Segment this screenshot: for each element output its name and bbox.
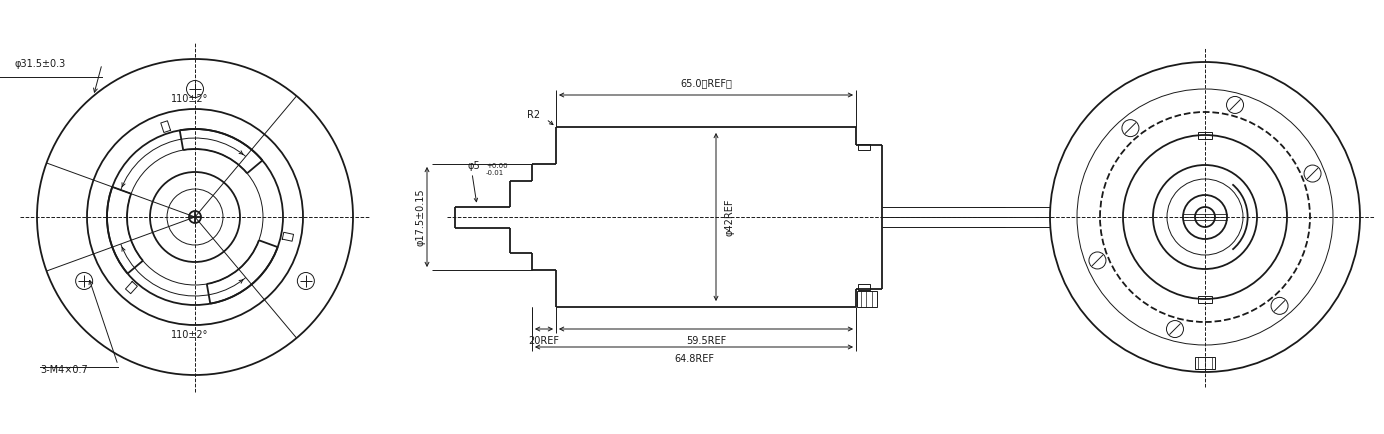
Bar [1199, 132, 1212, 138]
Text: +0.00: +0.00 [486, 163, 508, 169]
Text: φ42REF: φ42REF [724, 198, 734, 236]
Bar [858, 144, 871, 150]
Text: φ17.5±0.15: φ17.5±0.15 [415, 188, 425, 246]
Bar [858, 284, 871, 290]
Bar [1194, 357, 1215, 369]
Text: 65.0（REF）: 65.0（REF） [680, 78, 732, 88]
Text: R2: R2 [527, 110, 541, 120]
Bar [1199, 296, 1212, 302]
Bar [857, 291, 877, 307]
Text: 20REF: 20REF [529, 336, 559, 346]
Text: φ5: φ5 [466, 161, 480, 171]
Text: 110±2°: 110±2° [170, 94, 208, 104]
Text: φ31.5±0.3: φ31.5±0.3 [14, 59, 65, 69]
Text: 59.5REF: 59.5REF [686, 336, 727, 346]
Text: 3-M4×0.7: 3-M4×0.7 [40, 365, 87, 375]
Text: 110±2°: 110±2° [170, 330, 208, 340]
Text: 64.8REF: 64.8REF [674, 354, 714, 364]
Text: -0.01: -0.01 [486, 170, 504, 176]
